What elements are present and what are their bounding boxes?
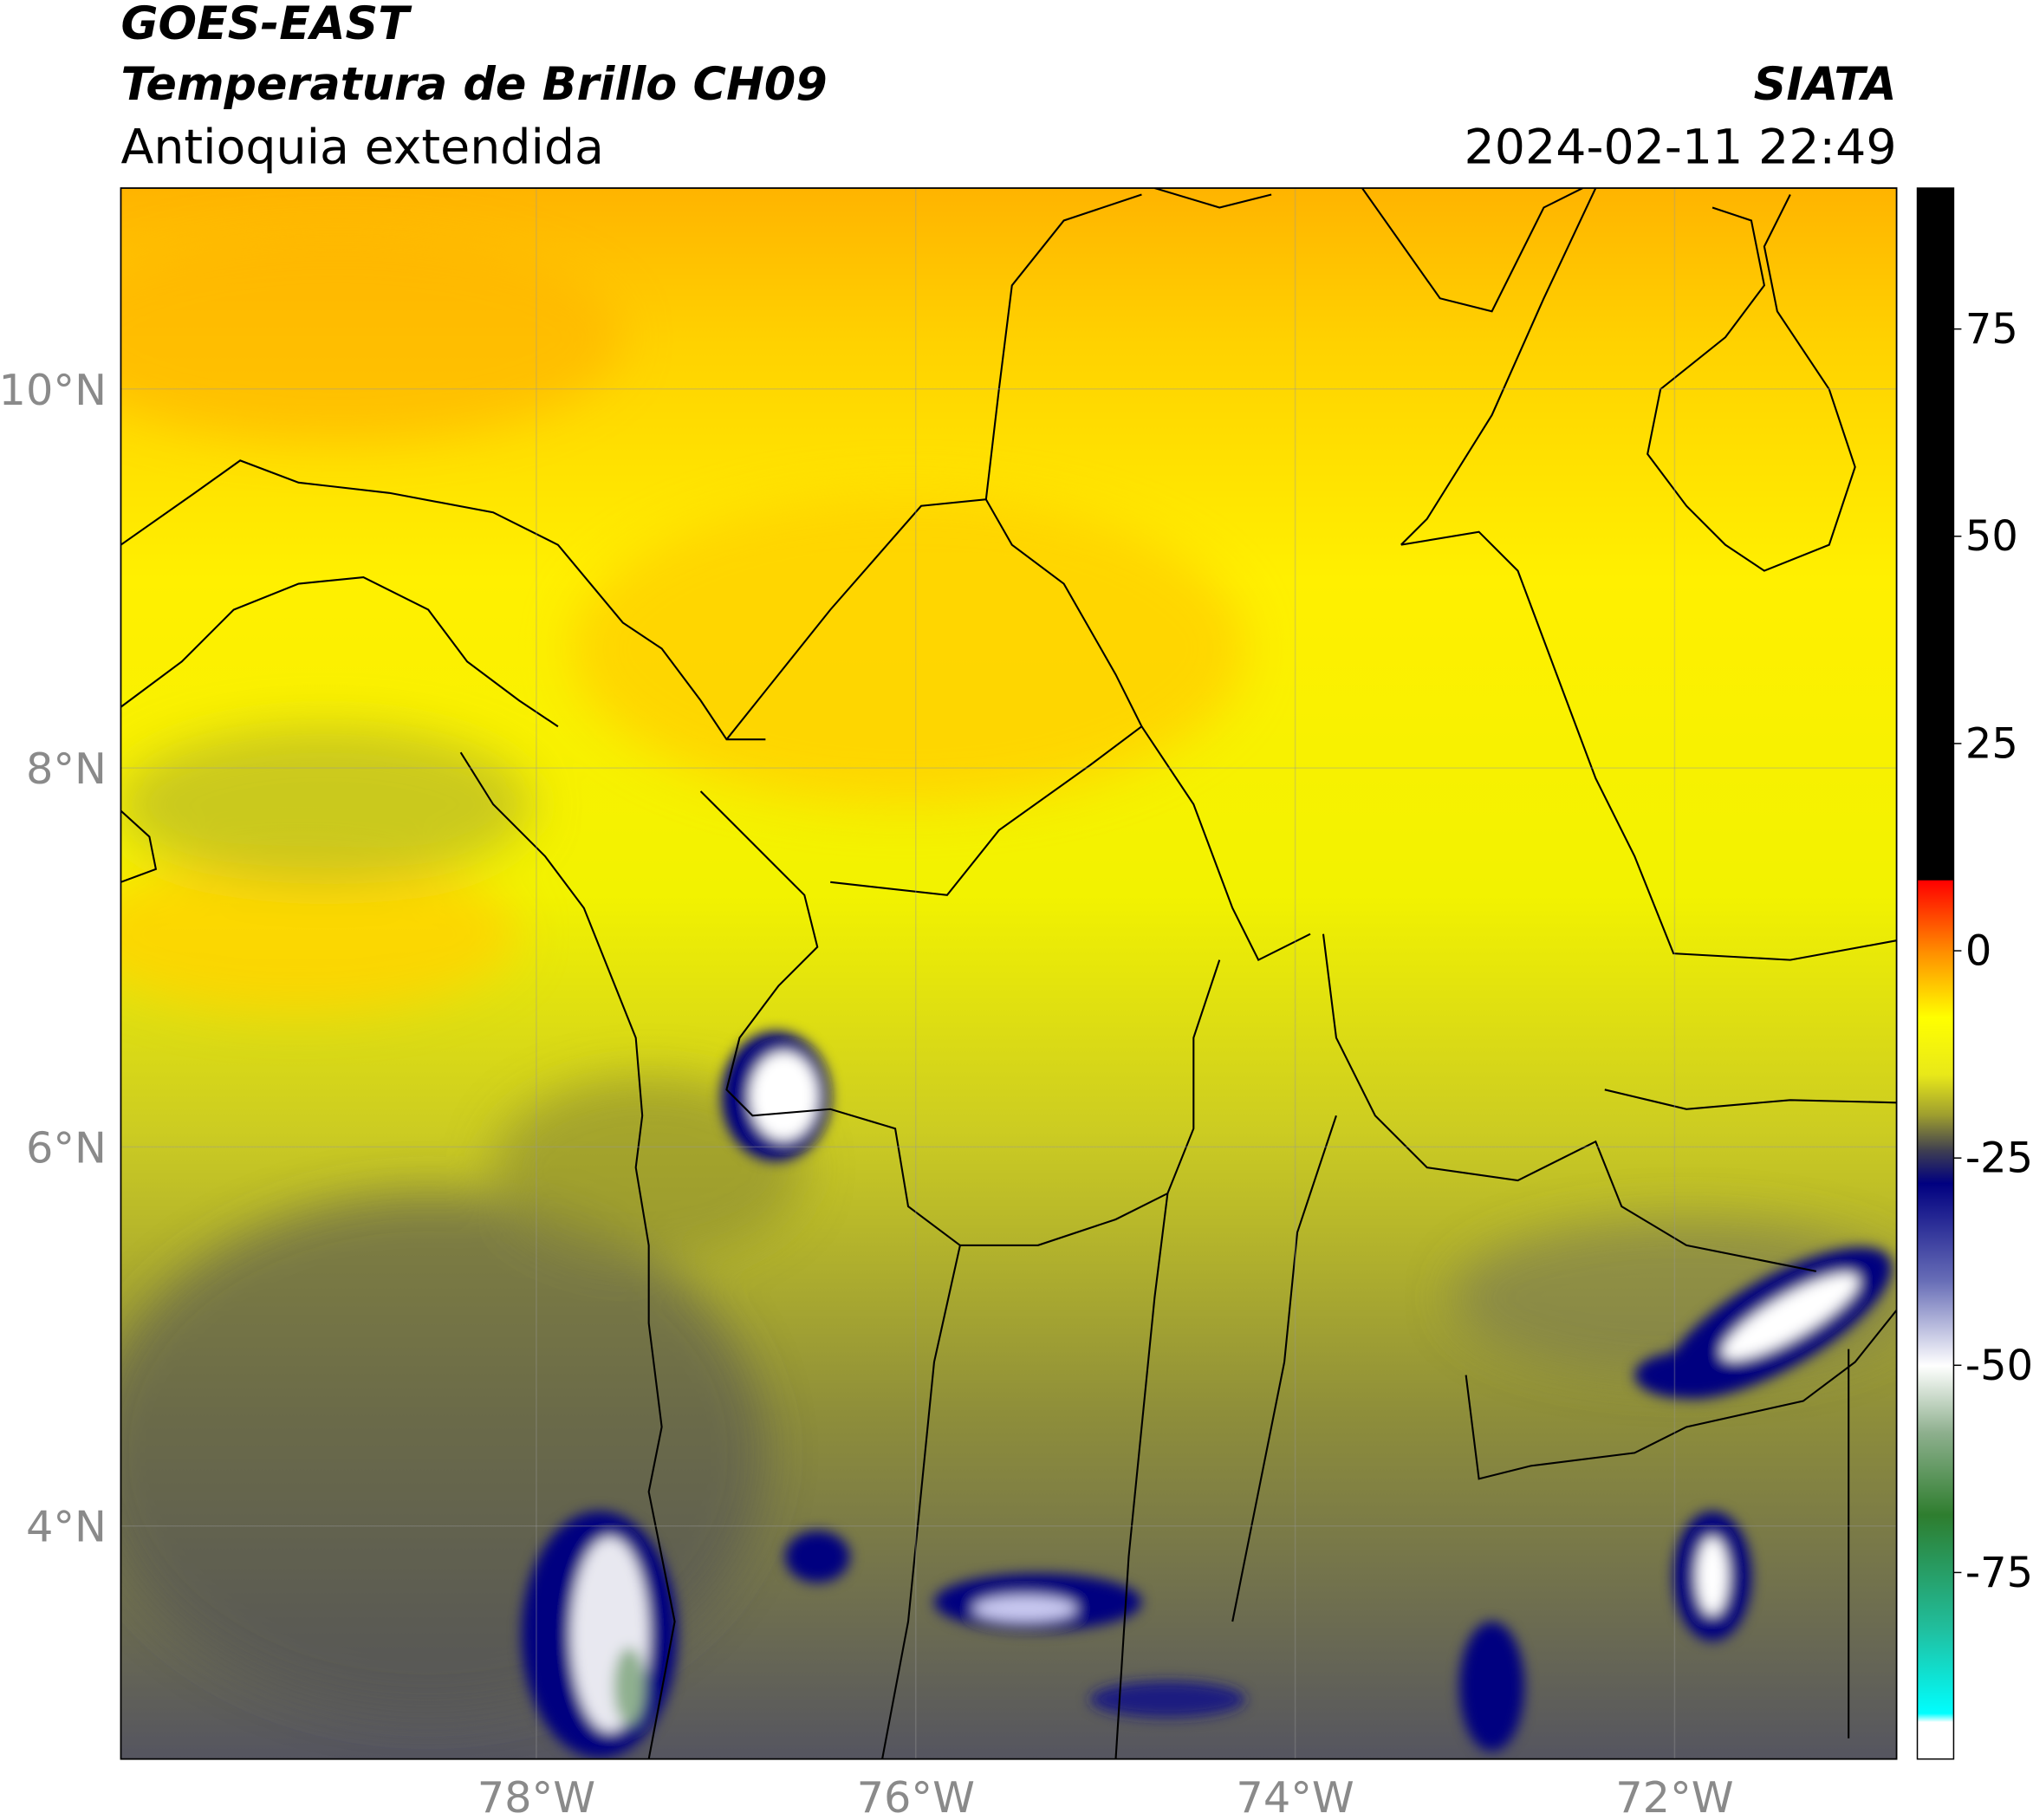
x-tick-label: 76°W: [857, 1772, 975, 1820]
colorbar-segment: [1917, 1365, 1954, 1433]
colorbar-tick-label: -25: [1965, 1135, 2033, 1183]
colorbar-tick-label: 75: [1965, 306, 2018, 354]
colorbar-tick-label: -75: [1965, 1550, 2033, 1597]
satellite-title: GOES-EAST: [120, 0, 412, 50]
colorbar-segment: [1917, 1116, 1954, 1151]
map-frame: [120, 187, 1898, 1760]
colorbar-segment: [1917, 188, 1954, 881]
y-tick-label: 6°N: [26, 1122, 107, 1173]
colorbar-segment: [1917, 1721, 1954, 1760]
y-tick-label: 8°N: [26, 744, 107, 794]
organization-title: SIATA: [1754, 58, 1897, 111]
datetime-subtitle: 2024-02-11 22:49: [1465, 120, 1897, 176]
colorbar-segment: [1917, 1017, 1954, 1076]
colorbar-segment: [1917, 880, 1954, 952]
colorbar-segment: [1917, 1282, 1954, 1367]
colorbar-tick-label: 0: [1965, 928, 1991, 976]
colorbar-segment: [1917, 1630, 1954, 1714]
colorbar-frame: [1916, 187, 1955, 1760]
colorbar-segment: [1917, 1149, 1954, 1184]
colorbar: [1917, 188, 1954, 1760]
region-subtitle: Antioquia extendida: [120, 120, 603, 176]
x-tick-label: 72°W: [1615, 1772, 1733, 1820]
coastlines: [120, 188, 1897, 1759]
colorbar-segment: [1917, 1431, 1954, 1516]
colorbar-tick-label: 50: [1965, 513, 2018, 561]
y-tick-label: 10°N: [0, 365, 107, 415]
colorbar-tick-label: 25: [1965, 720, 2018, 768]
grid: [120, 188, 1897, 1759]
satellite-imagery: [120, 188, 1897, 1759]
colorbar-tick-label: -50: [1965, 1342, 2033, 1390]
y-tick-label: 4°N: [26, 1502, 107, 1552]
product-title: Temperatura de Brillo CH09: [120, 58, 827, 111]
x-tick-label: 74°W: [1236, 1772, 1354, 1820]
colorbar-segment: [1917, 1182, 1954, 1284]
x-tick-label: 78°W: [477, 1772, 595, 1820]
colorbar-segment: [1917, 1713, 1954, 1723]
colorbar-segment: [1917, 1075, 1954, 1118]
colorbar-segment: [1917, 1514, 1954, 1632]
colorbar-segment: [1917, 951, 1954, 1018]
